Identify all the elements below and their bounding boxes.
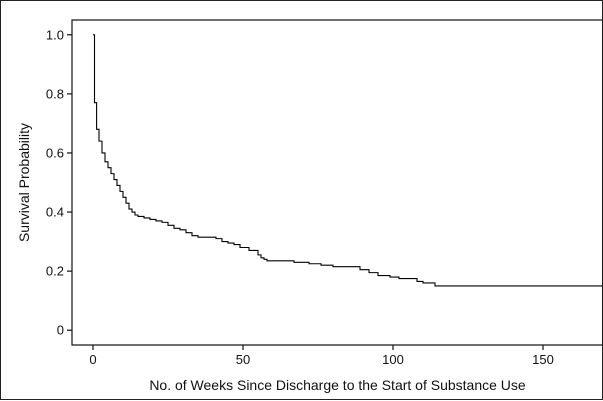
y-tick-label: 0 [57, 323, 64, 338]
x-tick-label: 150 [532, 352, 554, 367]
x-tick-label: 50 [236, 352, 250, 367]
series-layer [93, 34, 603, 287]
x-tick-label: 100 [382, 352, 404, 367]
y-axis-title: Survival Probability [16, 123, 32, 242]
axes [71, 19, 603, 346]
y-tick-label: 1.0 [46, 27, 64, 42]
y-tick-label: 0.8 [46, 86, 64, 101]
y-tick-label: 0.6 [46, 145, 64, 160]
survival-curve [93, 34, 603, 287]
y-tick-label: 0.4 [46, 205, 64, 220]
ticks: 0 0.2 0.4 0.6 0.8 1.0 0 50 100 150 [46, 27, 554, 367]
plot-frame [71, 19, 603, 346]
x-axis-title: No. of Weeks Since Discharge to the Star… [149, 377, 526, 393]
x-tick-label: 0 [89, 352, 96, 367]
y-tick-label: 0.2 [46, 264, 64, 279]
